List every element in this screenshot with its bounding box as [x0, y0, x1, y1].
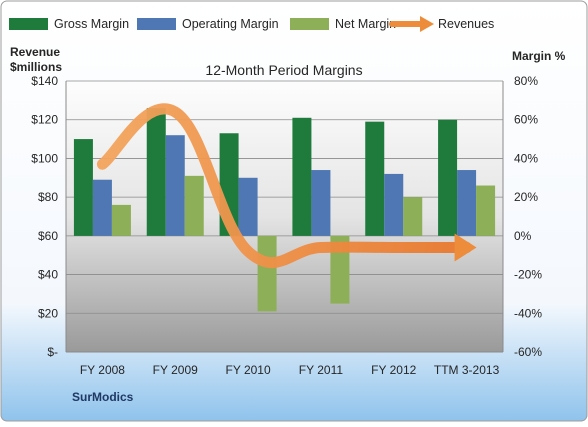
bar-gross-margin: [292, 117, 312, 236]
right-tick-label: 0%: [514, 229, 532, 243]
left-tick-label: $100: [31, 151, 58, 165]
bar-net-margin: [330, 235, 350, 304]
x-tick-label: FY 2011: [299, 363, 344, 377]
left-tick-label: $-: [47, 345, 58, 359]
legend-label: Gross Margin: [54, 17, 129, 31]
x-tick-label: FY 2009: [153, 363, 198, 377]
bar-gross-margin: [146, 108, 166, 236]
bar-net-margin: [184, 175, 204, 236]
bars: [73, 108, 496, 312]
right-tick-label: 40%: [514, 151, 538, 165]
bar-operating-margin: [384, 173, 404, 236]
legend: Gross Margin Operating Margin Net Margin Re…: [9, 16, 494, 32]
left-tick-label: $120: [31, 113, 58, 127]
legend-label: Operating Margin: [182, 17, 279, 31]
bar-gross-margin: [438, 119, 458, 236]
left-tick-label: $140: [31, 74, 58, 88]
plot-area: [66, 81, 503, 352]
right-tick-label: -20%: [514, 268, 542, 282]
company-name: SurModics: [72, 390, 134, 404]
legend-swatch: [9, 18, 48, 30]
legend-label: Net Margin: [335, 17, 396, 31]
bar-operating-margin: [165, 135, 185, 236]
bar-operating-margin: [238, 177, 258, 236]
left-tick-label: $80: [38, 190, 58, 204]
left-tick-label: $20: [38, 306, 58, 320]
x-tick-label: FY 2012: [371, 363, 416, 377]
bar-operating-margin: [457, 170, 477, 236]
legend-label: Revenues: [438, 17, 494, 31]
left-tick-label: $60: [38, 229, 58, 243]
bar-net-margin: [111, 204, 131, 236]
revenue-line-layer: [96, 103, 477, 268]
bar-operating-margin: [92, 179, 112, 236]
x-tick-label: TTM 3-2013: [434, 363, 500, 377]
left-tick-label: $40: [38, 268, 58, 282]
revenue-arrow-head: [454, 233, 477, 262]
bar-net-margin: [257, 235, 277, 312]
x-tick-label: FY 2010: [226, 363, 271, 377]
revenue-line: [96, 103, 473, 268]
right-tick-label: 60%: [514, 113, 538, 127]
left-axis-title-line1: Revenue: [10, 45, 60, 59]
bar-operating-margin: [311, 170, 331, 236]
right-tick-label: 20%: [514, 190, 538, 204]
right-tick-label: -60%: [514, 345, 542, 359]
legend-swatch-arrow: [420, 16, 434, 32]
axes: $- $20 $40 $60 $80 $100 $120 $140 -60% -40% -20% 0%…: [31, 74, 542, 377]
legend-swatch: [137, 18, 176, 30]
chart-title: 12-Month Period Margins: [205, 62, 362, 78]
legend-swatch: [290, 18, 329, 30]
right-axis-title: Margin %: [512, 49, 566, 63]
bar-net-margin: [403, 197, 423, 236]
left-axis-title-line2: $millions: [10, 60, 62, 74]
bar-gross-margin: [365, 121, 385, 236]
bar-net-margin: [476, 185, 496, 236]
bar-gross-margin: [73, 139, 93, 236]
right-tick-label: 80%: [514, 74, 538, 88]
right-tick-label: -40%: [514, 306, 542, 320]
x-tick-label: FY 2008: [80, 363, 125, 377]
